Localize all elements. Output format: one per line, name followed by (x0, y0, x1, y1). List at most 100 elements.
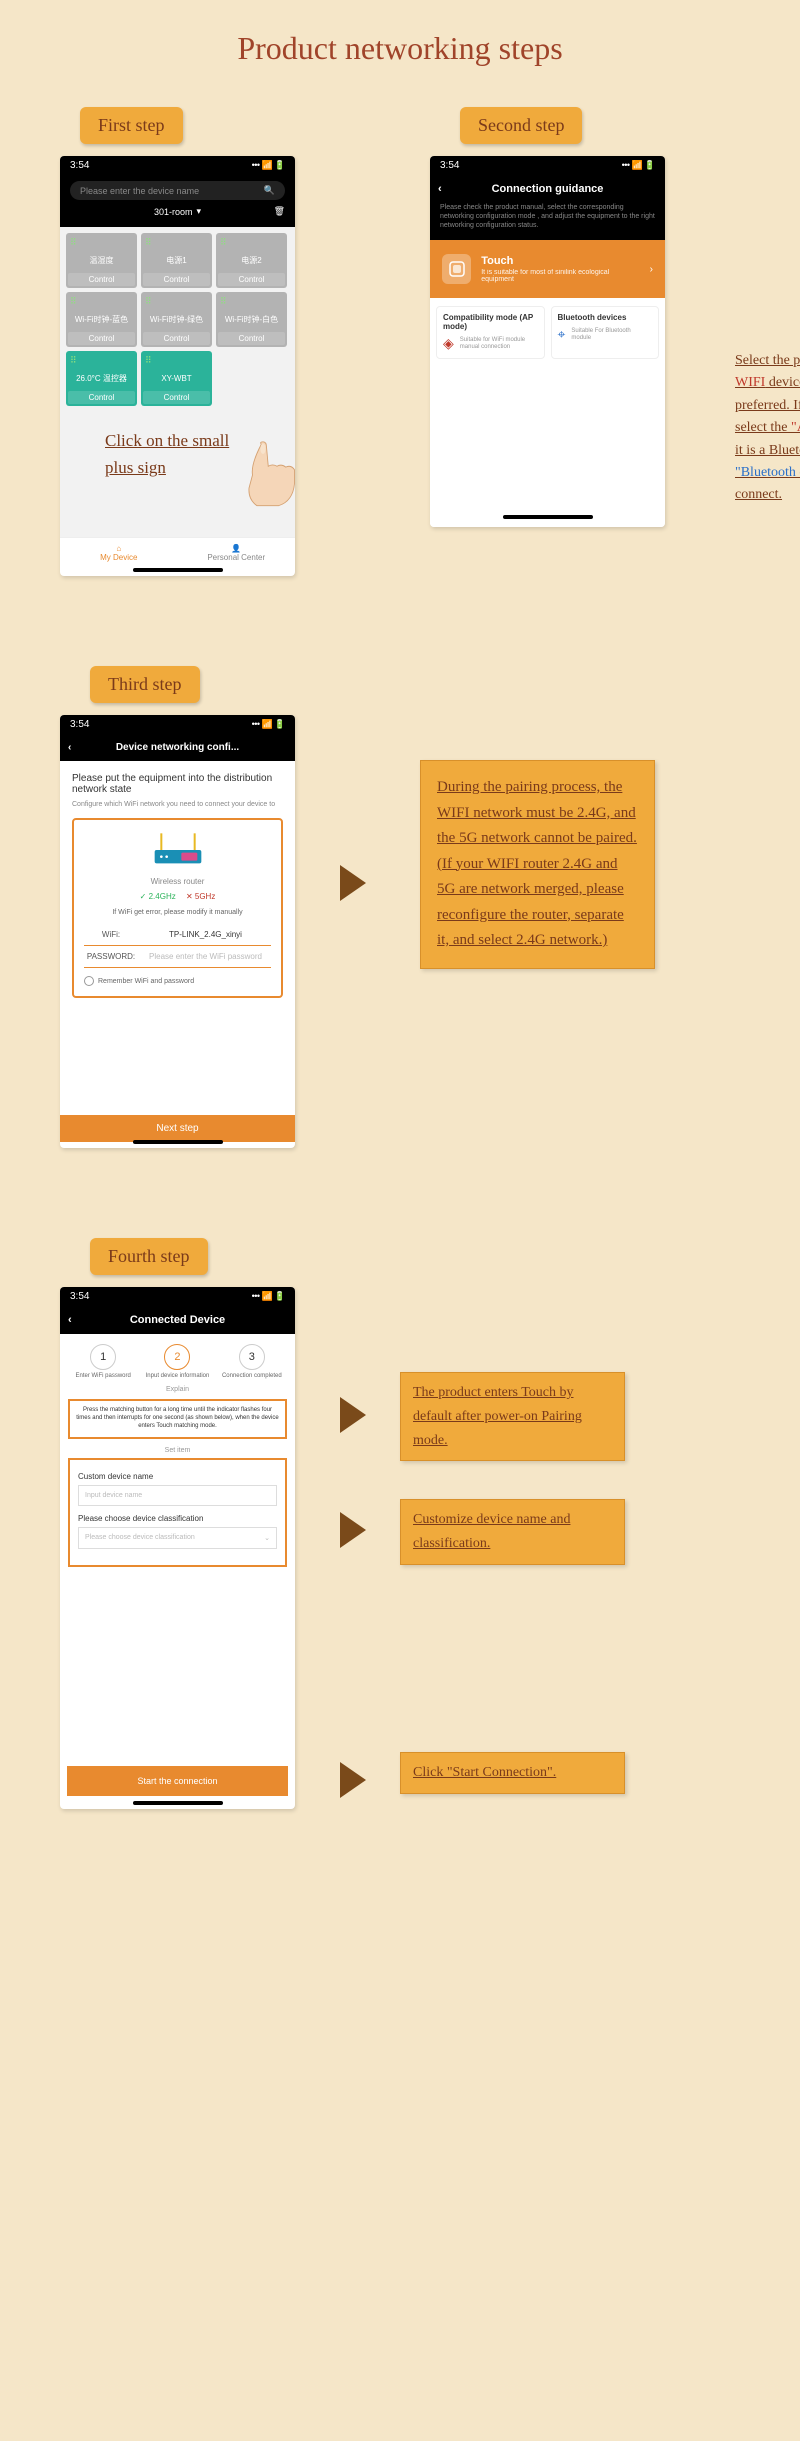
tile-control[interactable]: Control (68, 332, 135, 345)
stepper-step: 1 Enter WiFi password (66, 1344, 140, 1380)
header-title: Device networking confi... (116, 742, 239, 753)
set-item-label: Set item (60, 1447, 295, 1454)
step2-badge: Second step (460, 107, 582, 144)
device-form: Custom device name Input device name Ple… (68, 1458, 287, 1567)
step3-badge: Third step (90, 666, 200, 703)
pointing-hand (240, 440, 335, 510)
chevron-down-icon: ▾ (197, 206, 202, 217)
signal-icons: ••• 📶 🔋 (622, 160, 655, 171)
room-name: 301-room (154, 207, 193, 217)
step1-topbar: Please enter the device name 🔍 301-room … (60, 175, 295, 227)
header-title: Connection guidance (492, 183, 604, 195)
device-tile[interactable]: ⠿电源2Control (216, 233, 287, 288)
wifi-value: TP-LINK_2.4G_xinyi (142, 930, 269, 939)
device-tile[interactable]: ⠿电源1Control (141, 233, 212, 288)
tile-control[interactable]: Control (143, 332, 210, 345)
remember-checkbox[interactable]: Remember WiFi and password (84, 976, 271, 986)
step3-sub: Configure which WiFi network you need to… (72, 801, 283, 808)
router-icon (143, 830, 213, 870)
select-placeholder: Please choose device classification (85, 1534, 195, 1541)
device-tile[interactable]: ⠿ Wi-Fi时钟-蓝色 Control (66, 292, 137, 347)
mode-cards: Compatibility mode (AP mode) ◈ Suitable … (430, 298, 665, 367)
tile-icon: ⠿ (145, 296, 208, 307)
device-tile[interactable]: ⠿温湿度Control (66, 233, 137, 288)
device-tile[interactable]: ⠿26.0°C 温控器Control (66, 351, 137, 406)
device-tile[interactable]: ⠿ Wi-Fi时钟-白色 Control (216, 292, 287, 347)
step1-col: First step 3:54 ••• 📶 🔋 Please enter the… (40, 107, 380, 576)
time: 3:54 (70, 719, 89, 730)
freq-row: ✓ 2.4GHz ✕ 5GHz (84, 892, 271, 901)
touch-mode-card[interactable]: Touch It is suitable for most of sinilin… (430, 240, 665, 298)
pwd-placeholder: Please enter the WiFi password (142, 952, 269, 961)
ap-mode-card[interactable]: Compatibility mode (AP mode) ◈ Suitable … (436, 306, 545, 359)
tile-control[interactable]: Control (68, 391, 135, 404)
tile-control[interactable]: Control (143, 391, 210, 404)
ap-desc: Suitable for WiFi module manual connecti… (460, 337, 538, 351)
custom-name-input[interactable]: Input device name (78, 1485, 277, 1506)
tile-label: Wi-Fi时钟-绿色 (145, 314, 208, 325)
start-connection-button[interactable]: Start the connection (68, 1767, 287, 1795)
freq-2.4: ✓ 2.4GHz (140, 892, 176, 901)
arrow-icon (340, 1762, 366, 1798)
wifi-field[interactable]: WiFi: TP-LINK_2.4G_xinyi (84, 924, 271, 946)
signal-icons: ••• 📶 🔋 (252, 160, 285, 171)
step1-badge: First step (80, 107, 183, 144)
step4-note2: Customize device name and classification… (400, 1499, 625, 1565)
checkbox-icon (84, 976, 94, 986)
step-number: 2 (164, 1344, 190, 1370)
nav-my-device[interactable]: ⌂ My Device (60, 538, 178, 568)
tile-icon: ⠿ (220, 237, 283, 248)
search-placeholder: Please enter the device name (80, 186, 199, 196)
tile-label: Wi-Fi时钟-白色 (220, 314, 283, 325)
custom-name-label: Custom device name (78, 1472, 277, 1481)
step2-desc: Please check the product manual, select … (430, 203, 665, 240)
header-title: Connected Device (130, 1314, 225, 1326)
class-select[interactable]: Please choose device classification ⌄ (78, 1527, 277, 1549)
stepper-step: 3Connection completed (215, 1344, 289, 1380)
bt-desc: Suitable For Bluetooth module (571, 328, 652, 342)
back-icon[interactable]: ‹ (438, 183, 442, 195)
home-icon: ⌂ (60, 544, 178, 553)
step1-phone: 3:54 ••• 📶 🔋 Please enter the device nam… (60, 156, 295, 576)
router-label: Wireless router (84, 877, 271, 886)
nav-personal-center[interactable]: 👤 Personal Center (178, 538, 296, 568)
bt-title: Bluetooth devices (558, 313, 653, 322)
step-number: 3 (239, 1344, 265, 1370)
next-step-button[interactable]: Next step (60, 1115, 295, 1142)
back-icon[interactable]: ‹ (68, 742, 71, 753)
back-icon[interactable]: ‹ (68, 1314, 72, 1326)
search-input[interactable]: Please enter the device name 🔍 (70, 181, 285, 200)
tile-label: XY-WBT (145, 374, 208, 383)
tile-icon: ⠿ (70, 237, 133, 248)
trash-icon[interactable]: 🗑 (274, 206, 285, 217)
time: 3:54 (440, 160, 459, 171)
home-indicator (503, 515, 593, 519)
tile-icon: ⠿ (220, 296, 283, 307)
tile-icon: ⠿ (145, 355, 208, 366)
step4-section: Fourth step 3:54 ••• 📶 🔋 ‹ Connected Dev… (0, 1238, 800, 1809)
tile-label: Wi-Fi时钟-蓝色 (70, 314, 133, 325)
tile-control[interactable]: Control (218, 273, 285, 286)
tile-control[interactable]: Control (218, 332, 285, 345)
step3-phone: 3:54 ••• 📶 🔋 ‹ Device networking confi..… (60, 715, 295, 1148)
step-number: 1 (90, 1344, 116, 1370)
bt-mode-card[interactable]: Bluetooth devices ⌖ Suitable For Bluetoo… (551, 306, 660, 359)
signal-icons: ••• 📶 🔋 (252, 1291, 285, 1302)
tile-control[interactable]: Control (143, 273, 210, 286)
step-label: Enter WiFi password (66, 1373, 140, 1380)
nav-label: My Device (60, 553, 178, 562)
home-indicator (133, 1140, 223, 1144)
statusbar: 3:54 ••• 📶 🔋 (60, 156, 295, 175)
user-icon: 👤 (178, 544, 296, 553)
room-selector[interactable]: 301-room ▾ 🗑 (70, 206, 285, 217)
search-icon: 🔍 (264, 185, 275, 196)
pwd-label: PASSWORD: (86, 952, 136, 961)
device-tile[interactable]: ⠿ Wi-Fi时钟-绿色 Control (141, 292, 212, 347)
password-field[interactable]: PASSWORD: Please enter the WiFi password (84, 946, 271, 968)
step4-phone: 3:54 ••• 📶 🔋 ‹ Connected Device 1Enter W… (60, 1287, 295, 1809)
tile-icon: ⠿ (70, 296, 133, 307)
device-tile[interactable]: ⠿ XY-WBT Control (141, 351, 212, 406)
home-indicator (133, 568, 223, 572)
tile-control[interactable]: Control (68, 273, 135, 286)
freq-5: ✕ 5GHz (186, 892, 215, 901)
